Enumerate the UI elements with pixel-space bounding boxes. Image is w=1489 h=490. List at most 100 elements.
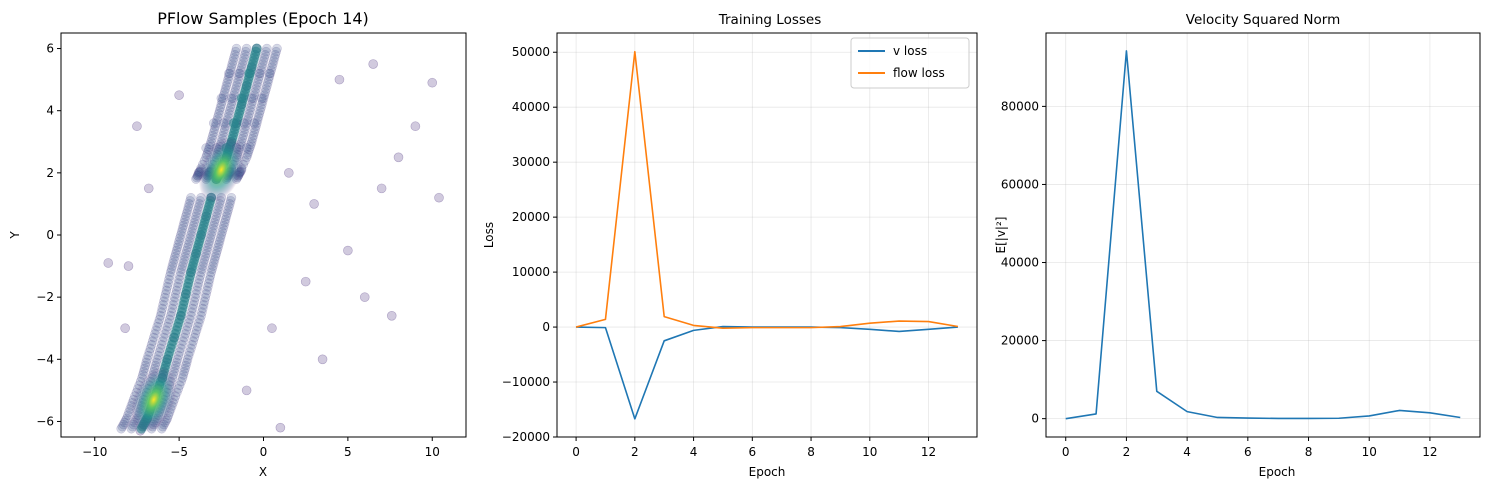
scatter-point — [386, 310, 397, 321]
scatter-point — [230, 124, 240, 135]
scatter-point — [215, 102, 226, 113]
scatter-point — [152, 321, 162, 332]
scatter-point — [193, 278, 204, 288]
scatter-point — [216, 99, 227, 110]
scatter-point — [249, 127, 259, 138]
scatter-point — [192, 242, 203, 253]
scatter-point — [198, 220, 209, 231]
scatter-point — [145, 343, 156, 354]
scatter-point — [179, 296, 190, 307]
scatter-point — [219, 217, 230, 228]
scatter-point — [187, 307, 197, 317]
scatter-point — [161, 285, 172, 296]
scatter-point — [219, 127, 229, 138]
scatter-point — [176, 376, 186, 387]
scatter-point — [172, 282, 183, 292]
scatter-point — [246, 93, 257, 104]
scatter-point — [200, 214, 211, 225]
scatter-point — [230, 121, 241, 131]
scatter-point — [246, 62, 257, 72]
scatter-point — [268, 59, 278, 69]
scatter-point — [272, 43, 282, 54]
scatter-point — [202, 205, 213, 216]
y-tick-label: −20000 — [502, 430, 550, 444]
scatter-point — [250, 87, 260, 97]
scatter-point — [185, 196, 195, 206]
scatter-point — [343, 245, 353, 256]
y-tick-label: −4 — [36, 352, 54, 366]
scatter-point — [176, 264, 187, 274]
scatter-point — [200, 292, 211, 303]
scatter-point — [269, 53, 280, 63]
scatter-point — [220, 214, 231, 225]
scatter-point — [103, 258, 114, 268]
x-tick-label: 4 — [690, 445, 698, 459]
scatter-point — [118, 419, 129, 430]
scatter-point — [376, 183, 387, 194]
scatter-point — [198, 300, 209, 310]
scatter-point — [205, 271, 216, 281]
scatter-point — [172, 354, 183, 365]
scatter-point — [179, 255, 189, 265]
scatter-point — [230, 121, 241, 132]
scatter-point — [241, 143, 252, 153]
scatter-point — [167, 261, 178, 271]
scatter-xlabel: X — [259, 465, 267, 479]
scatter-point — [208, 224, 218, 234]
scatter-point — [176, 307, 187, 317]
scatter-point — [208, 127, 219, 138]
scatter-point — [176, 343, 186, 354]
scatter-point — [214, 239, 224, 250]
scatter-point — [201, 248, 211, 259]
scatter-point — [167, 303, 178, 314]
scatter-point — [170, 329, 180, 339]
scatter-point — [224, 109, 234, 119]
scatter-point — [210, 252, 221, 262]
scatter-point — [229, 53, 239, 63]
scatter-point — [252, 81, 262, 91]
scatter-point — [271, 46, 281, 57]
scatter-point — [164, 314, 175, 325]
losses-title: Training Losses — [718, 12, 822, 28]
scatter-point — [189, 254, 200, 265]
y-tick-label: 20000 — [1001, 334, 1039, 348]
scatter-point — [176, 310, 186, 321]
scatter-point — [192, 242, 203, 253]
scatter-point — [185, 267, 196, 278]
scatter-point — [241, 84, 251, 94]
scatter-point — [174, 236, 184, 246]
scatter-point — [207, 264, 217, 274]
scatter-point — [246, 102, 256, 113]
scatter-point — [228, 56, 238, 66]
scatter-point — [163, 278, 173, 288]
scatter-point — [226, 93, 237, 104]
scatter-point — [264, 71, 275, 82]
scatter-point — [147, 336, 158, 346]
scatter-point — [156, 340, 167, 350]
scatter-point — [172, 321, 183, 332]
scatter-point — [241, 81, 252, 91]
scatter-point — [427, 77, 438, 88]
series-line-velocity — [1065, 50, 1461, 420]
scatter-point — [190, 292, 200, 303]
scatter-point — [270, 50, 281, 60]
scatter-point — [191, 248, 201, 259]
scatter-point — [255, 68, 265, 79]
scatter-point — [160, 289, 171, 299]
scatter-point — [241, 43, 252, 54]
y-tick-label: 20000 — [512, 210, 550, 224]
density-peak — [131, 367, 177, 433]
scatter-point — [181, 357, 192, 368]
scatter-point — [200, 214, 211, 225]
scatter-point — [202, 245, 212, 256]
scatter-point — [242, 77, 253, 88]
scatter-point — [246, 62, 257, 72]
scatter-point — [260, 50, 270, 60]
scatter-point — [232, 77, 243, 88]
scatter-point — [257, 62, 267, 72]
scatter-point — [248, 56, 259, 66]
scatter-point — [187, 261, 198, 272]
scatter-point — [154, 347, 165, 357]
losses-ylabel: Loss — [482, 222, 496, 248]
scatter-point — [190, 252, 200, 262]
